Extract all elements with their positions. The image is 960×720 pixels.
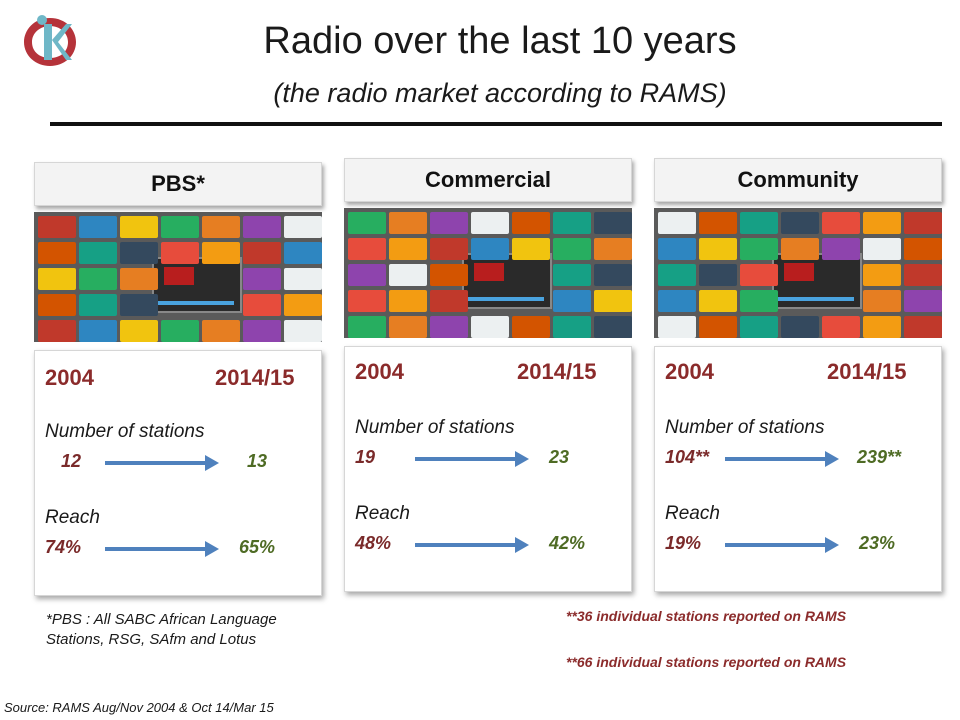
company-logo [24, 15, 76, 66]
commercial-reach-arrow [415, 537, 529, 553]
pbs-header: PBS* [34, 162, 322, 206]
page-subtitle: (the radio market according to RAMS) [273, 78, 727, 108]
community-station-logos [654, 208, 942, 338]
community-stats-card: 2004 2014/15 Number of stations 104** 23… [654, 346, 942, 592]
pbs-stations-arrow [105, 455, 219, 471]
community-reach-arrow [725, 537, 839, 553]
community-note-2015: **66 individual stations reported on RAM… [566, 654, 847, 670]
pbs-reach-to: 65% [239, 537, 276, 557]
pbs-reach-from: 74% [45, 537, 82, 557]
commercial-stations-from: 19 [355, 447, 376, 467]
page-title: Radio over the last 10 years [263, 20, 737, 62]
commercial-reach-to: 42% [549, 533, 586, 553]
pbs-year-to: 2014/15 [215, 365, 295, 390]
pbs-footnote: *PBS : All SABC African Language Station… [46, 611, 277, 648]
commercial-reach-from: 48% [355, 533, 392, 553]
community-year-to: 2014/15 [827, 359, 907, 384]
pbs-stations-to: 13 [247, 451, 268, 471]
commercial-header: Commercial [344, 158, 632, 202]
community-year-from: 2004 [665, 359, 714, 384]
commercial-station-logos [344, 208, 632, 338]
commercial-stations-label: Number of stations [355, 417, 515, 438]
pbs-reach-arrow [105, 541, 219, 557]
source-note: Source: RAMS Aug/Nov 2004 & Oct 14/Mar 1… [4, 700, 274, 715]
commercial-year-from: 2004 [355, 359, 404, 384]
community-header: Community [654, 158, 942, 202]
title-divider [50, 122, 942, 126]
community-reach-to: 23% [859, 533, 896, 553]
pbs-stats-card: 2004 2014/15 Number of stations 12 13 Re… [34, 350, 322, 596]
community-stations-label: Number of stations [665, 417, 825, 438]
commercial-stations-arrow [415, 451, 529, 467]
pbs-stations-from: 12 [61, 451, 82, 471]
commercial-year-to: 2014/15 [517, 359, 597, 384]
community-note-2004: **36 individual stations reported on RAM… [566, 608, 847, 624]
community-stations-from: 104** [665, 447, 710, 467]
pbs-reach-label: Reach [45, 507, 100, 528]
community-reach-label: Reach [665, 503, 720, 524]
pbs-station-logos [34, 212, 322, 342]
community-stations-arrow [725, 451, 839, 467]
commercial-reach-label: Reach [355, 503, 410, 524]
community-reach-from: 19% [665, 533, 702, 553]
community-stations-to: 239** [857, 447, 902, 467]
commercial-stats-card: 2004 2014/15 Number of stations 19 23 Re… [344, 346, 632, 592]
commercial-stations-to: 23 [549, 447, 570, 467]
pbs-year-from: 2004 [45, 365, 94, 390]
pbs-stations-label: Number of stations [45, 421, 205, 442]
